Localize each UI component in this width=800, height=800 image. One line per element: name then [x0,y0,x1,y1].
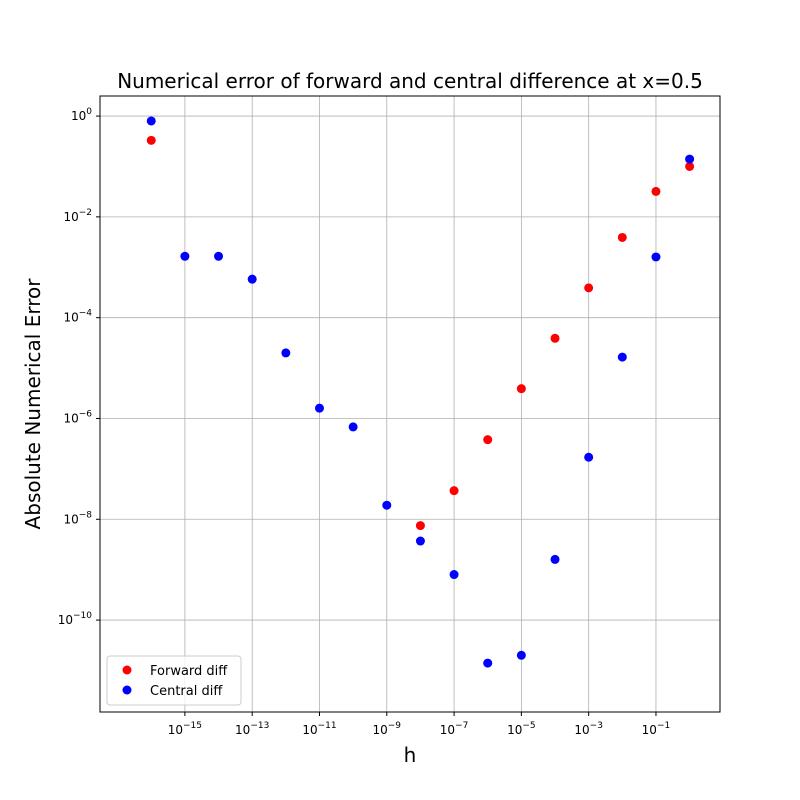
point-forward-diff [617,232,627,242]
point-forward-diff [685,161,695,171]
point-central-diff [516,650,526,660]
point-central-diff [584,452,594,462]
point-central-diff [214,251,224,261]
legend-box [106,655,242,706]
y-axis-label: Absolute Numerical Error [21,278,45,530]
y-tick-label: 10−6 [63,409,92,425]
point-forward-diff [146,135,156,145]
legend-marker-central [122,685,132,695]
point-central-diff [550,554,560,564]
point-forward-diff [415,521,425,531]
y-ticks: 100 10−2 10−4 10−6 10−8 10−10 [58,107,100,627]
point-central-diff [685,154,695,164]
legend-label-forward: Forward diff [150,664,228,679]
x-tick-label: 10−3 [574,721,603,737]
y-tick-label: 10−8 [63,510,92,526]
point-central-diff [247,274,257,284]
point-central-diff [483,658,493,668]
grid [100,96,720,712]
data-points [146,116,695,668]
x-tick-label: 10−5 [507,721,536,737]
y-tick-label: 10−2 [63,208,92,224]
point-central-diff [415,536,425,546]
point-central-diff [651,252,661,262]
point-forward-diff [483,435,493,445]
point-central-diff [382,500,392,510]
x-tick-label: 10−13 [235,721,269,737]
chart-title: Numerical error of forward and central d… [117,69,703,93]
point-forward-diff [516,384,526,394]
x-axis-label: h [404,743,417,767]
point-central-diff [180,251,190,261]
legend: Forward diff Central diff [106,655,242,706]
y-tick-label: 10−10 [58,611,93,627]
y-tick-label: 10−4 [63,309,92,325]
point-central-diff [449,570,459,580]
point-central-diff [348,422,358,432]
x-tick-label: 10−11 [302,721,336,737]
point-central-diff [146,116,156,126]
point-forward-diff [550,333,560,343]
point-forward-diff [651,186,661,196]
y-tick-label: 100 [71,107,92,123]
x-ticks: 10−15 10−13 10−11 10−9 10−7 10−5 10−3 10−1 [168,712,670,737]
point-forward-diff [449,486,459,496]
point-forward-diff [584,283,594,293]
legend-marker-forward [122,665,132,675]
legend-label-central: Central diff [150,684,223,699]
x-tick-label: 10−7 [440,721,469,737]
plot-frame [99,95,721,713]
point-central-diff [617,352,627,362]
point-central-diff [281,348,291,358]
point-central-diff [314,403,324,413]
x-tick-label: 10−15 [168,721,202,737]
x-tick-label: 10−1 [642,721,671,737]
x-tick-label: 10−9 [372,721,401,737]
